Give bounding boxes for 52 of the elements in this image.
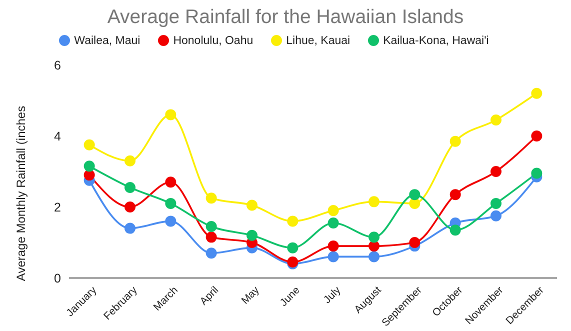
point — [490, 198, 502, 209]
point — [368, 232, 380, 243]
point — [124, 182, 136, 193]
x-tick-label: July — [321, 284, 344, 306]
point — [368, 251, 380, 262]
point — [206, 232, 217, 243]
y-tick-label: 6 — [54, 58, 62, 72]
point — [328, 240, 339, 252]
point — [328, 251, 339, 262]
point — [246, 230, 258, 241]
y-axis-title: Average Monthly Rainfall (inches — [14, 106, 28, 282]
point — [206, 221, 217, 232]
x-tick-label: May — [239, 284, 262, 307]
point — [531, 130, 542, 142]
point — [490, 166, 502, 177]
point — [368, 240, 380, 252]
point — [84, 170, 95, 181]
point — [165, 198, 176, 209]
legend-label: Lihue, Kauai — [286, 35, 350, 47]
point — [165, 109, 176, 120]
point — [409, 237, 420, 248]
legend-label: Wailea, Maui — [74, 35, 140, 47]
point — [450, 224, 461, 236]
point — [124, 222, 136, 234]
point — [165, 176, 176, 188]
point — [409, 198, 420, 209]
point — [490, 114, 502, 126]
point — [84, 160, 95, 172]
point — [246, 200, 258, 211]
y-tick-label: 2 — [54, 200, 62, 214]
point — [409, 189, 420, 200]
point — [206, 192, 217, 204]
point — [124, 155, 136, 166]
point — [84, 139, 95, 150]
point — [531, 168, 542, 179]
point — [490, 210, 502, 222]
point — [450, 189, 461, 200]
legend-label: Honolulu, Oahu — [173, 35, 254, 47]
point — [206, 248, 217, 259]
chart-title: Average Rainfall for the Hawaiian Islands — [106, 6, 465, 28]
point — [287, 242, 298, 254]
point — [124, 202, 136, 212]
legend-label: Kailua-Kona, Hawai'i — [383, 35, 489, 47]
point — [531, 88, 542, 99]
point — [287, 216, 298, 227]
point — [328, 217, 339, 228]
y-tick-label: 4 — [54, 129, 62, 144]
point — [328, 205, 339, 216]
y-tick-label: 0 — [54, 271, 62, 286]
point — [368, 196, 380, 208]
point — [450, 136, 461, 147]
point — [165, 216, 176, 227]
